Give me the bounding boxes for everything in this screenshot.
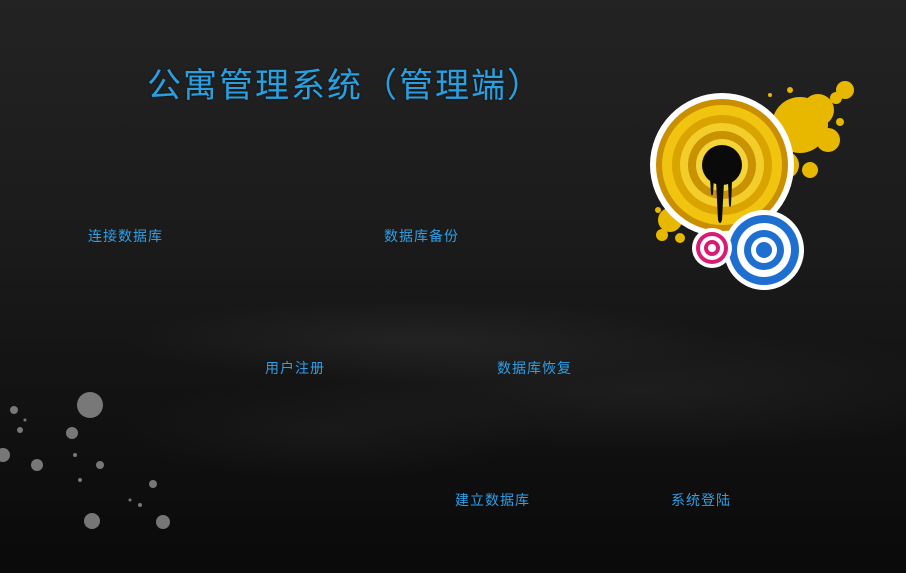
database-backup-link[interactable]: 数据库备份 (384, 229, 459, 245)
paint-splatter-icon (0, 392, 170, 529)
user-register-link[interactable]: 用户注册 (265, 361, 325, 377)
create-database-link[interactable]: 建立数据库 (455, 493, 530, 509)
database-restore-link[interactable]: 数据库恢复 (497, 361, 572, 377)
dartboard-targets-icon (650, 81, 854, 290)
page-title: 公寓管理系统（管理端） (147, 66, 543, 106)
system-login-link[interactable]: 系统登陆 (671, 493, 731, 509)
connect-database-link[interactable]: 连接数据库 (88, 229, 163, 245)
